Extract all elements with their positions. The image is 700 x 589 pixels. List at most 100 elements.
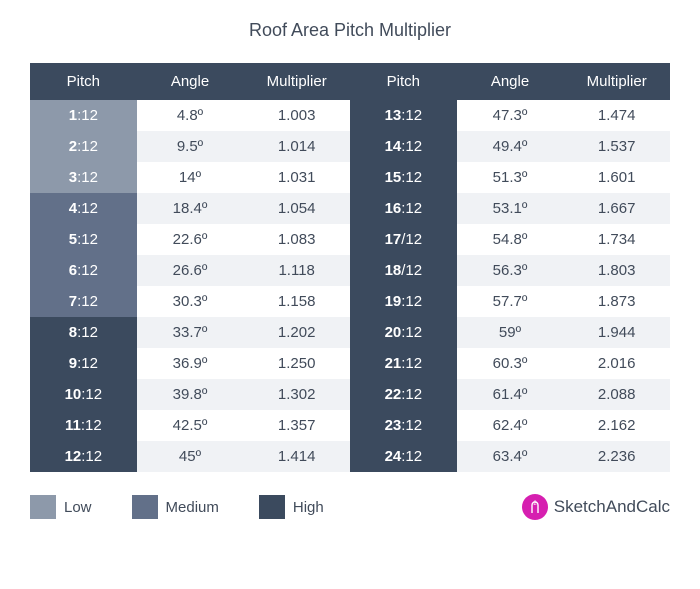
- legend-item-medium: Medium: [132, 495, 219, 519]
- page-container: Roof Area Pitch Multiplier Pitch Angle M…: [0, 0, 700, 540]
- col-pitch: Pitch: [350, 63, 457, 100]
- angle-cell: 62.4º: [457, 410, 564, 441]
- pitch-cell: 3:12: [30, 162, 137, 193]
- swatch-low: [30, 495, 56, 519]
- table-row: 21:1260.3º2.016: [350, 348, 670, 379]
- multiplier-cell: 1.537: [563, 131, 670, 162]
- multiplier-cell: 2.162: [563, 410, 670, 441]
- pitch-cell: 18/12: [350, 255, 457, 286]
- brand-icon: 2: [522, 494, 548, 520]
- angle-cell: 33.7º: [137, 317, 244, 348]
- angle-cell: 49.4º: [457, 131, 564, 162]
- multiplier-cell: 2.236: [563, 441, 670, 472]
- table-left-body: 1:124.8º1.0032:129.5º1.0143:1214º1.0314:…: [30, 100, 350, 472]
- table-row: 23:1262.4º2.162: [350, 410, 670, 441]
- pitch-table: Pitch Angle Multiplier 1:124.8º1.0032:12…: [30, 63, 670, 472]
- table-row: 5:1222.6º1.083: [30, 224, 350, 255]
- table-right: Pitch Angle Multiplier 13:1247.3º1.47414…: [350, 63, 670, 472]
- angle-cell: 60.3º: [457, 348, 564, 379]
- table-left: Pitch Angle Multiplier 1:124.8º1.0032:12…: [30, 63, 350, 472]
- table-row: 7:1230.3º1.158: [30, 286, 350, 317]
- brand-text: SketchAndCalc: [554, 497, 670, 517]
- table-row: 18/1256.3º1.803: [350, 255, 670, 286]
- multiplier-cell: 1.158: [243, 286, 350, 317]
- table-row: 15:1251.3º1.601: [350, 162, 670, 193]
- col-pitch: Pitch: [30, 63, 137, 100]
- page-title: Roof Area Pitch Multiplier: [30, 20, 670, 41]
- legend-label: Medium: [166, 499, 219, 516]
- angle-cell: 54.8º: [457, 224, 564, 255]
- table-row: 9:1236.9º1.250: [30, 348, 350, 379]
- multiplier-cell: 1.054: [243, 193, 350, 224]
- multiplier-cell: 2.016: [563, 348, 670, 379]
- angle-cell: 4.8º: [137, 100, 244, 131]
- swatch-medium: [132, 495, 158, 519]
- pitch-cell: 20:12: [350, 317, 457, 348]
- angle-cell: 22.6º: [137, 224, 244, 255]
- table-header-row: Pitch Angle Multiplier: [350, 63, 670, 100]
- multiplier-cell: 1.202: [243, 317, 350, 348]
- pitch-cell: 19:12: [350, 286, 457, 317]
- table-right-body: 13:1247.3º1.47414:1249.4º1.53715:1251.3º…: [350, 100, 670, 472]
- pitch-cell: 7:12: [30, 286, 137, 317]
- table-row: 12:1245º1.414: [30, 441, 350, 472]
- multiplier-cell: 1.601: [563, 162, 670, 193]
- multiplier-cell: 1.118: [243, 255, 350, 286]
- pitch-cell: 23:12: [350, 410, 457, 441]
- angle-cell: 42.5º: [137, 410, 244, 441]
- col-angle: Angle: [457, 63, 564, 100]
- legend-label: Low: [64, 499, 92, 516]
- angle-cell: 57.7º: [457, 286, 564, 317]
- multiplier-cell: 1.944: [563, 317, 670, 348]
- table-row: 13:1247.3º1.474: [350, 100, 670, 131]
- angle-cell: 59º: [457, 317, 564, 348]
- angle-cell: 39.8º: [137, 379, 244, 410]
- table-row: 20:1259º1.944: [350, 317, 670, 348]
- table-row: 22:1261.4º2.088: [350, 379, 670, 410]
- legend-label: High: [293, 499, 324, 516]
- table-row: 3:1214º1.031: [30, 162, 350, 193]
- angle-cell: 63.4º: [457, 441, 564, 472]
- table-row: 24:1263.4º2.236: [350, 441, 670, 472]
- pitch-cell: 24:12: [350, 441, 457, 472]
- pitch-cell: 13:12: [350, 100, 457, 131]
- pitch-cell: 2:12: [30, 131, 137, 162]
- col-angle: Angle: [137, 63, 244, 100]
- brand: 2 SketchAndCalc: [522, 494, 670, 520]
- pitch-cell: 5:12: [30, 224, 137, 255]
- table-row: 11:1242.5º1.357: [30, 410, 350, 441]
- angle-cell: 47.3º: [457, 100, 564, 131]
- multiplier-cell: 1.302: [243, 379, 350, 410]
- angle-cell: 61.4º: [457, 379, 564, 410]
- angle-cell: 51.3º: [457, 162, 564, 193]
- multiplier-cell: 1.250: [243, 348, 350, 379]
- table-row: 6:1226.6º1.118: [30, 255, 350, 286]
- angle-cell: 18.4º: [137, 193, 244, 224]
- legend-item-low: Low: [30, 495, 92, 519]
- angle-cell: 36.9º: [137, 348, 244, 379]
- table-row: 10:1239.8º1.302: [30, 379, 350, 410]
- table-row: 16:1253.1º1.667: [350, 193, 670, 224]
- multiplier-cell: 1.357: [243, 410, 350, 441]
- table-row: 4:1218.4º1.054: [30, 193, 350, 224]
- multiplier-cell: 1.031: [243, 162, 350, 193]
- multiplier-cell: 2.088: [563, 379, 670, 410]
- pitch-cell: 8:12: [30, 317, 137, 348]
- table-row: 1:124.8º1.003: [30, 100, 350, 131]
- angle-cell: 53.1º: [457, 193, 564, 224]
- table-row: 17/1254.8º1.734: [350, 224, 670, 255]
- pitch-cell: 1:12: [30, 100, 137, 131]
- multiplier-cell: 1.014: [243, 131, 350, 162]
- pitch-cell: 9:12: [30, 348, 137, 379]
- multiplier-cell: 1.474: [563, 100, 670, 131]
- pitch-cell: 14:12: [350, 131, 457, 162]
- multiplier-cell: 1.873: [563, 286, 670, 317]
- multiplier-cell: 1.003: [243, 100, 350, 131]
- multiplier-cell: 1.734: [563, 224, 670, 255]
- multiplier-cell: 1.803: [563, 255, 670, 286]
- pitch-cell: 22:12: [350, 379, 457, 410]
- angle-cell: 26.6º: [137, 255, 244, 286]
- legend: Low Medium High 2 SketchAndCalc: [30, 472, 670, 520]
- pitch-cell: 12:12: [30, 441, 137, 472]
- table-row: 8:1233.7º1.202: [30, 317, 350, 348]
